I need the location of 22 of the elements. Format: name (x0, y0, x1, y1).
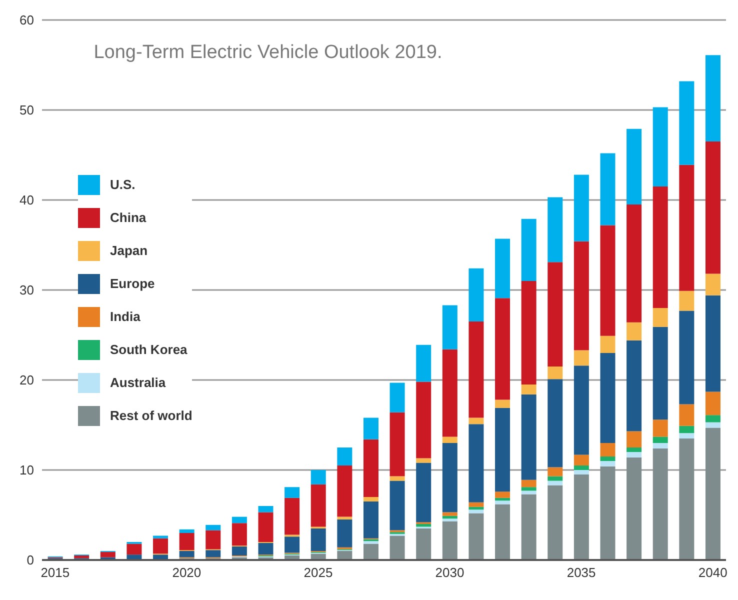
text: Long-Term Electric Vehicle Outlook 2019. (68, 42, 468, 64)
legend-label: South Korea (110, 342, 188, 357)
x-tick-label: 2035 (566, 565, 596, 580)
x-tick-label: 2025 (304, 565, 333, 580)
y-tick-label: 20 (20, 372, 34, 388)
legend-label: Australia (110, 375, 166, 390)
x-tick-label: 2015 (40, 565, 70, 580)
y-tick-label: 30 (20, 282, 34, 298)
legend-label: Rest of world (110, 408, 192, 423)
y-tick-label: 60 (20, 12, 34, 28)
x-tick-label: 2020 (172, 565, 202, 580)
legend-label: India (110, 309, 140, 324)
y-tick-label: 10 (20, 462, 34, 478)
legend-label: Japan (110, 243, 148, 258)
x-tick-label: 2030 (435, 565, 464, 580)
legend-label: China (110, 210, 146, 225)
legend-label: U.S. (110, 177, 136, 192)
x-tick-label: 2040 (698, 565, 728, 580)
y-tick-label: 50 (20, 102, 34, 118)
y-tick-label: 0 (26, 552, 34, 568)
legend-label: Europe (110, 276, 155, 291)
y-tick-label: 40 (20, 192, 34, 208)
